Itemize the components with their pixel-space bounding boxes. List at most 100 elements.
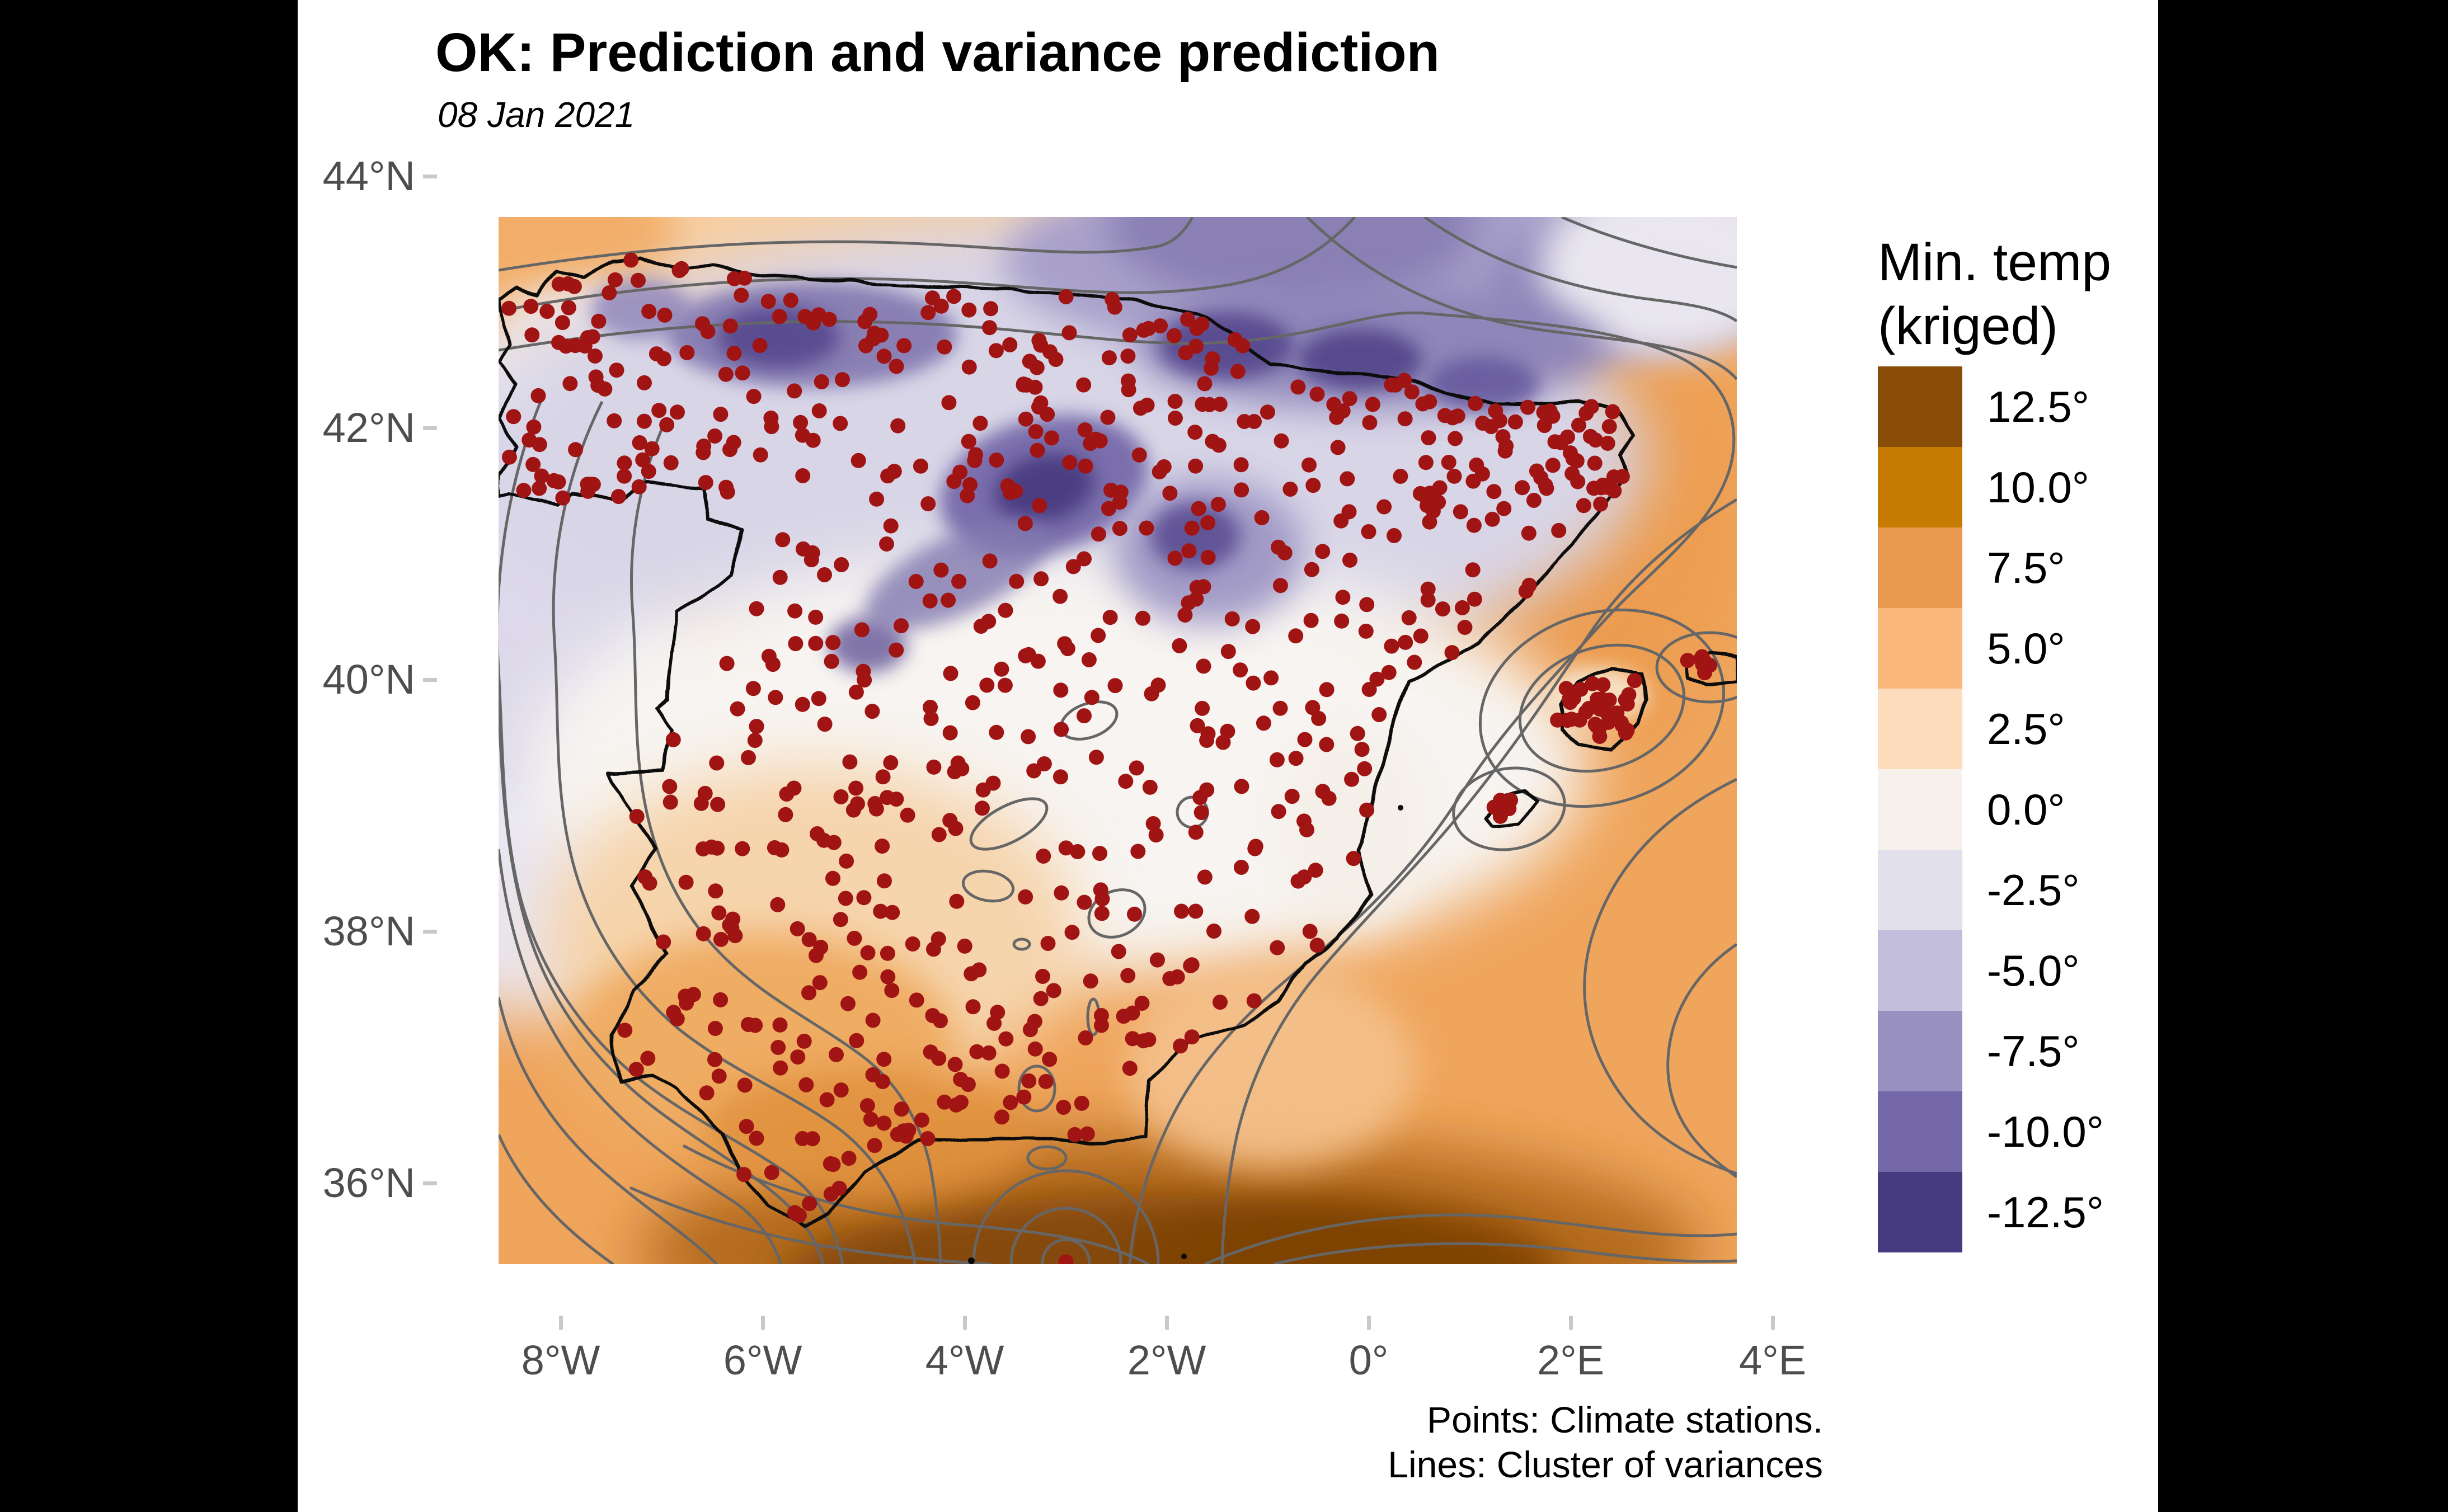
station-point <box>631 272 646 288</box>
station-point <box>988 343 1004 359</box>
station-point <box>1105 291 1120 307</box>
station-point <box>856 663 871 679</box>
station-point <box>1269 752 1285 767</box>
station-point <box>1184 957 1200 973</box>
station-point <box>1288 628 1304 644</box>
legend-bin: -7.5° <box>1878 1011 2104 1091</box>
raster-blob <box>1116 1202 1560 1264</box>
station-point <box>1053 769 1068 785</box>
station-point <box>833 912 848 927</box>
station-point <box>1156 459 1172 474</box>
station-point <box>1030 442 1045 458</box>
station-point <box>1475 416 1491 431</box>
station-point <box>707 1021 723 1036</box>
station-point <box>905 936 920 952</box>
station-point <box>696 926 711 941</box>
station-point <box>889 642 904 658</box>
station-point <box>591 313 607 329</box>
kriged-temperature-raster <box>499 217 1737 1264</box>
station-point <box>1606 469 1622 485</box>
station-point <box>1077 551 1092 567</box>
station-point <box>629 809 645 825</box>
station-point <box>1450 408 1465 424</box>
station-point <box>873 903 889 919</box>
station-point <box>1359 597 1375 613</box>
station-point <box>609 362 624 378</box>
station-point <box>1299 822 1314 837</box>
station-point <box>1584 399 1599 414</box>
station-point <box>772 1017 788 1033</box>
station-point <box>1067 1127 1083 1142</box>
station-point <box>1213 995 1228 1010</box>
station-point <box>1357 761 1373 776</box>
station-point <box>1256 715 1271 731</box>
station-point <box>808 635 824 651</box>
station-point <box>1371 707 1387 722</box>
plot-subtitle: 08 Jan 2021 <box>438 95 635 135</box>
station-point <box>824 653 839 669</box>
station-point <box>1474 466 1490 482</box>
station-point <box>1277 545 1293 560</box>
station-point <box>1113 484 1129 500</box>
station-point <box>774 842 790 858</box>
station-point <box>1091 526 1106 542</box>
station-point <box>1453 504 1468 520</box>
station-point <box>1420 581 1436 597</box>
station-point <box>869 491 885 507</box>
station-point <box>608 272 623 288</box>
station-point <box>1576 498 1591 514</box>
station-point <box>788 636 804 652</box>
station-point <box>814 374 829 389</box>
station-point <box>1074 1095 1089 1111</box>
station-point <box>931 827 947 842</box>
variance-contour-loop <box>1478 608 1726 808</box>
station-point <box>795 1131 810 1146</box>
station-point <box>1444 645 1460 661</box>
station-point <box>1571 417 1586 433</box>
station-point <box>1335 590 1351 605</box>
station-point <box>826 835 842 850</box>
station-point <box>1465 562 1481 578</box>
station-point <box>1486 484 1502 500</box>
station-point <box>741 750 756 765</box>
station-point <box>1078 1030 1093 1045</box>
station-point <box>568 442 584 458</box>
station-point <box>1545 458 1561 473</box>
station-point <box>1210 497 1226 512</box>
station-point <box>1582 428 1598 444</box>
station-point <box>1271 804 1286 819</box>
legend-bin: 7.5° <box>1878 527 2104 608</box>
station-point <box>1301 457 1317 473</box>
station-point <box>1457 620 1473 635</box>
station-point <box>1288 751 1304 766</box>
variance-contour <box>682 1144 1150 1264</box>
station-point <box>965 695 980 710</box>
station-point <box>1237 414 1252 429</box>
station-point <box>534 468 549 484</box>
station-point <box>825 635 841 651</box>
station-point <box>880 945 895 961</box>
legend-bin-label: -7.5° <box>1987 1026 2080 1076</box>
station-point <box>1173 1038 1188 1054</box>
station-point <box>516 483 532 498</box>
station-point <box>1058 840 1074 856</box>
station-point <box>1200 549 1216 565</box>
station-point <box>735 841 750 856</box>
station-point <box>588 348 603 364</box>
station-point <box>1496 501 1512 516</box>
station-point <box>611 489 626 505</box>
station-point <box>1064 925 1080 940</box>
station-point <box>876 1115 892 1131</box>
station-point <box>1197 869 1213 885</box>
station-point <box>636 413 652 429</box>
station-point <box>1605 404 1620 420</box>
station-point <box>849 1033 864 1048</box>
station-point <box>1468 395 1483 411</box>
station-point <box>763 410 779 426</box>
station-point <box>524 327 540 343</box>
station-point <box>1454 600 1470 615</box>
station-point <box>1290 873 1306 889</box>
station-point <box>1263 670 1279 686</box>
station-point <box>736 1167 752 1183</box>
station-point <box>1177 607 1193 623</box>
